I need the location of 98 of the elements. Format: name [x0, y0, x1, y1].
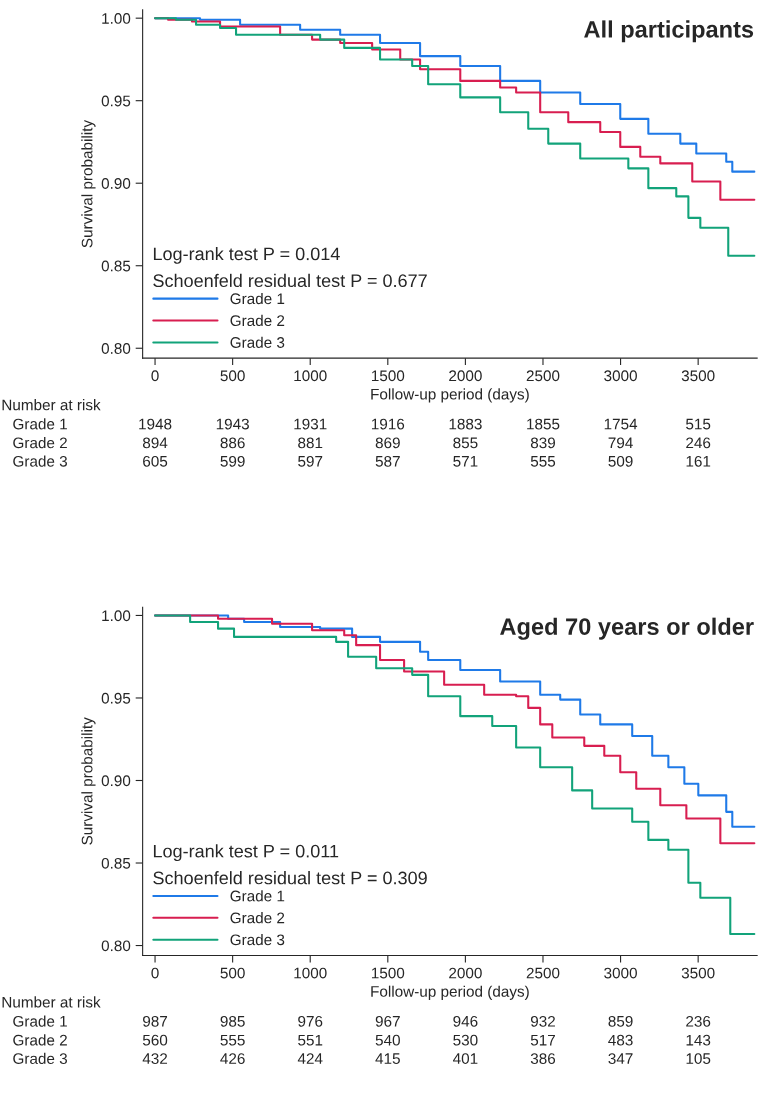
y-tick-label: 1.00 [102, 610, 131, 622]
text: 1855 [527, 418, 560, 430]
y-axis-title: Survival probability [81, 717, 96, 845]
y-tick-label: 0.90 [101, 775, 131, 787]
y-tick-label: 0.95 [101, 692, 131, 704]
text: 517 [530, 1034, 555, 1046]
text: 540 [375, 1034, 400, 1046]
text: 236 [686, 1015, 711, 1027]
text: 886 [220, 437, 245, 449]
text: 530 [453, 1034, 478, 1046]
text: 985 [220, 1015, 245, 1027]
text: 1916 [371, 418, 405, 430]
text: 1943 [216, 418, 249, 430]
text: 105 [686, 1053, 711, 1064]
text: Grade 3 [13, 1052, 67, 1064]
text: 483 [608, 1034, 633, 1046]
annotation: Schoenfeld residual test P = 0.309 [153, 871, 427, 885]
annotation: Log-rank test P = 0.014 [153, 247, 340, 264]
text: 555 [530, 456, 556, 467]
text: 551 [298, 1034, 323, 1046]
chart-title: Aged 70 years or older [500, 617, 754, 640]
y-tick-label: 0.80 [101, 940, 131, 952]
legend-label: Grade 3 [230, 336, 285, 348]
text: 794 [608, 437, 633, 449]
x-tick-label: 500 [220, 370, 245, 382]
text: 571 [453, 456, 478, 467]
text: Grade 2 [13, 437, 67, 449]
text: 587 [375, 455, 400, 467]
text: 143 [686, 1034, 711, 1046]
y-tick-label: 0.95 [101, 95, 131, 107]
text: 401 [453, 1053, 478, 1064]
x-tick-label: 2500 [526, 967, 560, 979]
x-tick-label: 3000 [604, 370, 637, 382]
text: 515 [686, 418, 711, 430]
y-tick-label: 0.85 [101, 260, 131, 272]
x-tick-label: 3000 [604, 967, 637, 979]
y-axis-title: Survival probability [81, 119, 96, 248]
text: Number at risk [2, 399, 101, 411]
text: 1883 [449, 418, 482, 430]
text: 555 [220, 1034, 245, 1046]
x-tick-label: 3500 [681, 370, 715, 382]
text: 855 [453, 437, 478, 449]
x-tick-label: 1500 [371, 967, 405, 979]
x-tick-label: 2000 [449, 370, 482, 382]
text: 1931 [294, 418, 327, 430]
x-tick-label: 2500 [526, 370, 560, 382]
text: Grade 1 [13, 418, 67, 430]
text: 246 [686, 437, 711, 449]
text: 605 [143, 455, 168, 467]
annotation: Schoenfeld residual test P = 0.677 [153, 273, 427, 288]
x-tick-label: 1000 [294, 967, 327, 979]
y-tick-label: 0.80 [101, 343, 131, 354]
text: 347 [608, 1053, 633, 1064]
text: 987 [143, 1015, 168, 1027]
text: 881 [298, 437, 323, 449]
text: 432 [142, 1053, 168, 1064]
x-tick-label: 1000 [294, 370, 327, 382]
text: 976 [298, 1015, 323, 1027]
legend-label: Grade 3 [230, 933, 285, 946]
x-tick-label: 500 [220, 967, 245, 979]
legend-label: Grade 2 [230, 314, 285, 327]
text: 599 [220, 455, 245, 467]
text: 967 [375, 1015, 400, 1027]
text: 415 [375, 1053, 400, 1064]
text: 386 [530, 1053, 556, 1064]
y-tick-label: 0.85 [101, 857, 131, 869]
text: 1948 [139, 418, 172, 430]
text: Grade 3 [13, 455, 67, 467]
text: 946 [453, 1015, 478, 1027]
annotation: Log-rank test P = 0.011 [153, 844, 339, 862]
text: 894 [142, 437, 168, 449]
text: 859 [608, 1015, 633, 1027]
text: 426 [220, 1053, 245, 1064]
x-tick-label: 0 [151, 370, 159, 382]
text: 932 [530, 1015, 555, 1027]
text: 509 [608, 455, 633, 467]
x-tick-label: 2000 [449, 967, 482, 979]
legend-label: Grade 1 [230, 890, 285, 902]
text: 424 [297, 1053, 323, 1064]
chart-title: All participants [584, 20, 754, 43]
text: 839 [530, 437, 555, 449]
legend-label: Grade 1 [230, 292, 285, 305]
text: Grade 1 [13, 1015, 67, 1027]
x-tick-label: 0 [151, 967, 159, 979]
text: 869 [375, 437, 400, 449]
x-axis-title: Follow-up period (days) [371, 388, 529, 403]
x-tick-label: 1500 [371, 370, 405, 382]
text: Grade 2 [13, 1034, 67, 1046]
x-axis-title: Follow-up period (days) [371, 985, 529, 1000]
text: 597 [298, 455, 323, 467]
y-tick-label: 0.90 [101, 178, 131, 189]
y-tick-label: 1.00 [102, 13, 131, 24]
text: 1754 [604, 418, 638, 430]
text: Number at risk [2, 996, 101, 1008]
text: 161 [686, 455, 711, 467]
legend-label: Grade 2 [230, 912, 285, 924]
x-tick-label: 3500 [681, 967, 715, 979]
text: 560 [142, 1034, 168, 1046]
